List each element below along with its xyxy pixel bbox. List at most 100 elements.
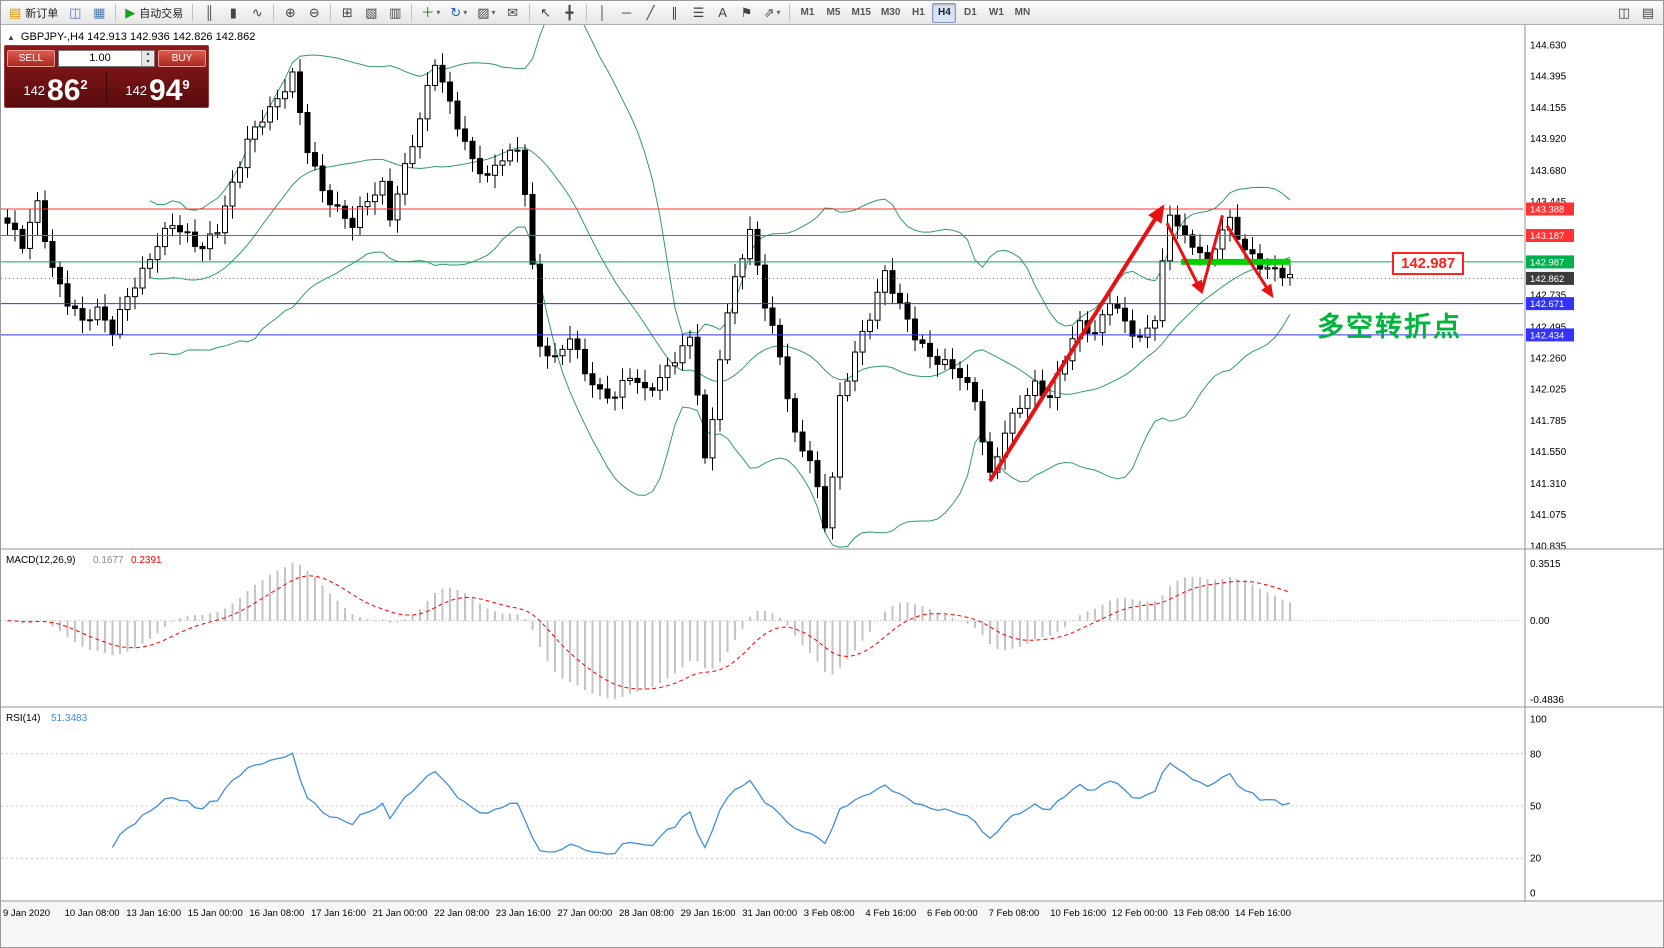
- svg-text:143.920: 143.920: [1530, 134, 1567, 145]
- fibonacci-button[interactable]: ☰: [688, 3, 710, 23]
- tf-d1-button[interactable]: D1: [963, 7, 977, 18]
- buy-price[interactable]: 142 94 9: [107, 68, 208, 107]
- tf-m30-button[interactable]: M30: [880, 7, 901, 18]
- toolbar-separator: [411, 4, 413, 21]
- one-click-prices: 142 86 2 142 94 9: [5, 68, 208, 107]
- sell-price-prefix: 142: [23, 83, 46, 98]
- cycle-dropdown-icon[interactable]: ▾: [463, 8, 468, 17]
- tf-m15-button[interactable]: M15: [851, 7, 871, 18]
- chart-window-button[interactable]: ◫: [64, 3, 86, 23]
- svg-text:10 Feb 16:00: 10 Feb 16:00: [1050, 908, 1106, 919]
- tile-windows-button[interactable]: ⊞: [336, 3, 358, 23]
- svg-text:6 Feb 00:00: 6 Feb 00:00: [927, 908, 978, 919]
- arrows-dropdown-icon[interactable]: ▾: [776, 8, 781, 17]
- buy-button[interactable]: BUY: [158, 49, 206, 67]
- sell-button[interactable]: SELL: [7, 49, 55, 67]
- tf-h4-button[interactable]: H4: [932, 2, 957, 23]
- candlestick-chart-button[interactable]: ▮: [222, 3, 244, 23]
- volume-input[interactable]: 1.00 ▴ ▾: [58, 49, 155, 67]
- template-button[interactable]: ▨ ▾: [473, 3, 499, 23]
- tf-m5-button[interactable]: M5: [826, 7, 841, 18]
- toolbar-separator: [273, 4, 275, 21]
- arrows-button[interactable]: ⇗ ▾: [760, 3, 785, 23]
- cycle-button[interactable]: ↻ ▾: [446, 3, 471, 23]
- svg-text:13 Feb 08:00: 13 Feb 08:00: [1173, 908, 1229, 919]
- symbol-ohlc-text: GBPJPY-,H4 142.913 142.936 142.826 142.8…: [20, 31, 256, 43]
- svg-text:17 Jan 16:00: 17 Jan 16:00: [311, 908, 366, 919]
- template-icon: ▨: [477, 5, 490, 20]
- text-label-button[interactable]: ⚑: [736, 3, 758, 23]
- buy-price-prefix: 142: [125, 83, 148, 98]
- toolbar-separator: [192, 4, 194, 21]
- add-indicator-dropdown-icon[interactable]: ▾: [436, 8, 441, 17]
- svg-text:141.550: 141.550: [1530, 447, 1567, 458]
- svg-text:13 Jan 16:00: 13 Jan 16:00: [126, 908, 181, 919]
- rsi-indicator-panel: RSI(14) 51.3483 100 80 50 20 0: [1, 713, 1547, 900]
- horizontal-line-button[interactable]: ─: [616, 3, 638, 23]
- svg-text:29 Jan 16:00: 29 Jan 16:00: [681, 908, 736, 919]
- svg-text:0.2391: 0.2391: [131, 555, 162, 566]
- bar-chart-button[interactable]: ║: [198, 3, 220, 23]
- trend-arrow-drawing[interactable]: [988, 204, 1274, 482]
- volume-up-icon[interactable]: ▴: [146, 51, 150, 58]
- cursor-button[interactable]: ↖: [535, 3, 557, 23]
- turning-point-annotation: 多空转折点: [1317, 312, 1462, 343]
- svg-text:144.630: 144.630: [1530, 41, 1567, 52]
- bar-chart-icon: ║: [204, 5, 214, 20]
- volume-stepper[interactable]: ▴ ▾: [141, 50, 154, 66]
- new-order-icon: ▤: [9, 5, 22, 20]
- svg-text:-0.4836: -0.4836: [1530, 695, 1564, 706]
- zoom-out-button[interactable]: ⊖: [303, 3, 325, 23]
- zoom-in-button[interactable]: ⊕: [279, 3, 301, 23]
- sell-price[interactable]: 142 86 2: [5, 68, 106, 107]
- volume-down-icon[interactable]: ▾: [146, 58, 150, 65]
- price-annotation-box[interactable]: 142.987: [1392, 252, 1465, 275]
- svg-text:142.987: 142.987: [1530, 257, 1564, 268]
- add-indicator-button[interactable]: ＋ ▾: [417, 3, 444, 23]
- svg-text:142.862: 142.862: [1530, 274, 1564, 285]
- crosshair-button[interactable]: ╋: [559, 3, 581, 23]
- arrange-windows-button[interactable]: ▥: [384, 3, 406, 23]
- chart-area: 144.630 144.395 144.155 143.920 143.680 143.4…: [1, 25, 1664, 948]
- time-scale[interactable]: 9 Jan 2020 10 Jan 08:00 13 Jan 16:00 15 Jan…: [1, 902, 1664, 948]
- trendline-button[interactable]: ╱: [640, 3, 662, 23]
- one-click-top-row: SELL 1.00 ▴ ▾ BUY: [5, 46, 208, 68]
- new-chart-button[interactable]: ◫: [1613, 3, 1635, 23]
- svg-text:142.025: 142.025: [1530, 384, 1567, 395]
- svg-text:21 Jan 00:00: 21 Jan 00:00: [373, 908, 428, 919]
- svg-text:143.680: 143.680: [1530, 166, 1567, 177]
- svg-text:141.075: 141.075: [1530, 510, 1567, 521]
- new-order-label: 新订单: [25, 7, 59, 20]
- svg-text:27 Jan 00:00: 27 Jan 00:00: [557, 908, 612, 919]
- tf-m1-button[interactable]: M1: [800, 7, 815, 18]
- svg-text:141.785: 141.785: [1530, 416, 1567, 427]
- line-chart-icon: ∿: [251, 5, 263, 20]
- volume-value[interactable]: 1.00: [89, 52, 111, 64]
- add-indicator-icon: ＋: [421, 5, 435, 20]
- tf-h1-button[interactable]: H1: [911, 7, 925, 18]
- tf-mn-button[interactable]: MN: [1014, 7, 1031, 18]
- crosshair-icon: ╋: [565, 5, 574, 20]
- collapse-panel-icon[interactable]: ▲: [7, 32, 15, 42]
- template-dropdown-icon[interactable]: ▾: [491, 8, 496, 17]
- mail-icon: ✉: [507, 5, 519, 20]
- auto-trading-button[interactable]: ▶ 自动交易: [121, 3, 187, 23]
- cascade-windows-button[interactable]: ▧: [360, 3, 382, 23]
- window-list-button[interactable]: ▤: [1637, 3, 1659, 23]
- new-order-button[interactable]: ▤ 新订单: [5, 3, 62, 23]
- auto-trading-label: 自动交易: [139, 7, 184, 20]
- tf-w1-button[interactable]: W1: [988, 7, 1004, 18]
- svg-text:9 Jan 2020: 9 Jan 2020: [3, 908, 50, 919]
- price-chart[interactable]: 144.630 144.395 144.155 143.920 143.680 143.4…: [1, 25, 1664, 948]
- mail-button[interactable]: ✉: [502, 3, 524, 23]
- vertical-line-button[interactable]: │: [592, 3, 614, 23]
- profiles-button[interactable]: ▦: [88, 3, 110, 23]
- price-scale[interactable]: 144.630 144.395 144.155 143.920 143.680 143.4…: [1524, 25, 1574, 948]
- toolbar-separator: [585, 4, 587, 21]
- svg-text:0.1677: 0.1677: [93, 555, 124, 566]
- text-button[interactable]: A: [712, 3, 734, 23]
- svg-text:20: 20: [1530, 854, 1542, 865]
- line-chart-button[interactable]: ∿: [246, 3, 268, 23]
- channel-button[interactable]: ∥: [664, 3, 686, 23]
